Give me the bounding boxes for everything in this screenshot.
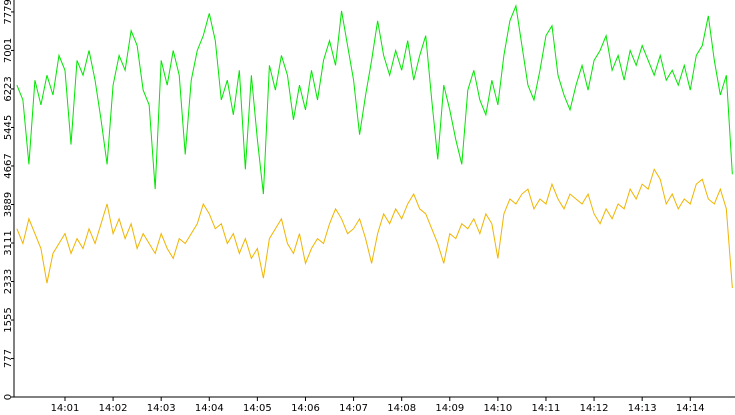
y-tick-label: 0 xyxy=(3,394,14,400)
y-tick-label: 3889 xyxy=(3,192,14,217)
plot-area xyxy=(14,0,735,397)
x-tick-label: 14:07 xyxy=(339,403,368,414)
y-tick-label: 2333 xyxy=(3,269,14,294)
y-tick-label: 3111 xyxy=(3,230,14,255)
y-tick-label: 4667 xyxy=(3,153,14,178)
y-tick-label: 6223 xyxy=(3,76,14,101)
series-line xyxy=(16,168,733,289)
x-tick-label: 14:03 xyxy=(147,403,176,414)
x-tick-label: 14:10 xyxy=(483,403,512,414)
x-tick-label: 14:11 xyxy=(532,403,561,414)
y-tick-label: 777 xyxy=(3,349,14,368)
x-tick-label: 14:02 xyxy=(99,403,128,414)
x-tick-label: 14:13 xyxy=(628,403,657,414)
x-tick-label: 14:06 xyxy=(291,403,320,414)
x-tick-label: 14:05 xyxy=(243,403,272,414)
x-tick-label: 14:09 xyxy=(435,403,464,414)
y-tick-label: 5445 xyxy=(3,115,14,140)
x-tick-label: 14:12 xyxy=(580,403,609,414)
x-tick-label: 14:01 xyxy=(51,403,80,414)
x-tick-label: 14:14 xyxy=(676,403,705,414)
y-tick-label: 7001 xyxy=(3,38,14,63)
y-tick-label: 1555 xyxy=(3,307,14,332)
x-tick-label: 14:08 xyxy=(387,403,416,414)
series-line xyxy=(16,4,733,195)
y-tick-label: 7779 xyxy=(3,0,14,25)
x-tick-label: 14:04 xyxy=(195,403,224,414)
